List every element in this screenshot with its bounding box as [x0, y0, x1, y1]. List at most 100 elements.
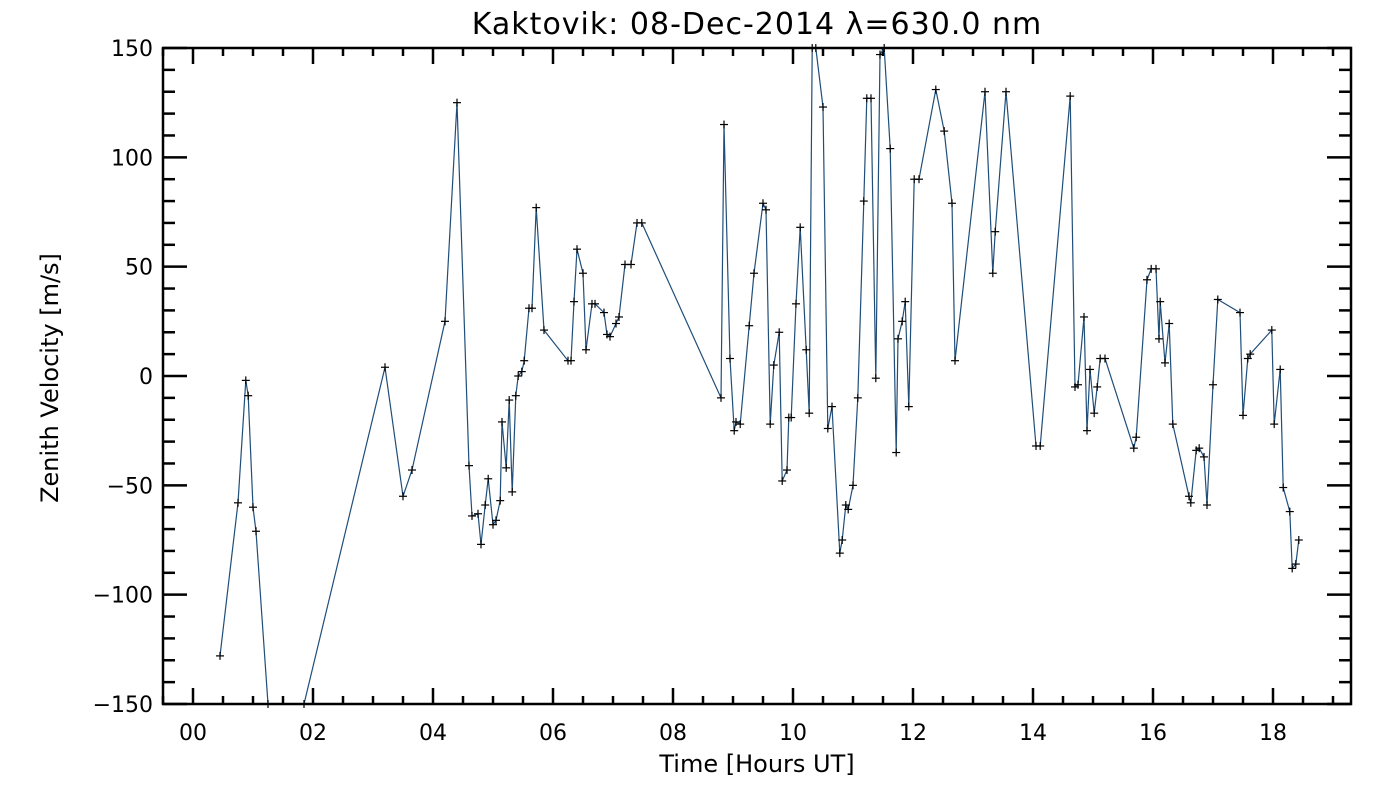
- data-point-marker: [627, 260, 635, 269]
- data-point-marker: [244, 391, 253, 400]
- data-point-marker: [792, 299, 800, 308]
- data-point-marker: [796, 223, 805, 232]
- data-point-marker: [1066, 92, 1075, 101]
- data-point-marker: [1239, 411, 1247, 420]
- data-point-marker: [904, 402, 913, 411]
- axis-ticks: 00 02 04 06 08 10 12 14 16 18 −150 −100 −50 0 50 100 150: [93, 37, 1351, 746]
- chart-title: Kaktovik: 08-Dec-2014 λ=630.0 nm: [472, 7, 1042, 42]
- data-point-marker: [1285, 507, 1294, 516]
- y-tick-label: 50: [125, 256, 153, 281]
- data-point-marker: [1152, 264, 1160, 273]
- data-point-marker: [496, 496, 505, 505]
- data-point-marker: [766, 420, 775, 429]
- data-point-marker: [252, 527, 260, 536]
- y-axis-label: Zenith Velocity [m/s]: [36, 253, 64, 503]
- data-point-marker: [1236, 308, 1244, 317]
- data-point-marker: [1276, 365, 1285, 374]
- data-point-marker: [637, 218, 646, 227]
- data-point-marker: [1209, 380, 1217, 389]
- data-point-marker: [1185, 492, 1193, 501]
- data-point-marker: [511, 391, 520, 400]
- data-point-marker: [1291, 560, 1300, 569]
- data-point-marker: [532, 203, 541, 212]
- data-point-marker: [736, 420, 745, 429]
- data-point-marker: [453, 98, 461, 107]
- data-point-marker: [1161, 358, 1169, 367]
- data-point-marker: [540, 326, 548, 335]
- data-point-marker: [844, 505, 853, 514]
- data-point-marker: [517, 367, 526, 376]
- data-point-marker: [853, 393, 862, 402]
- data-point-marker: [606, 332, 614, 341]
- data-point-marker: [1243, 354, 1252, 363]
- data-point-marker: [1101, 354, 1109, 363]
- data-point-marker: [948, 199, 956, 208]
- data-point-marker: [732, 417, 740, 426]
- data-point-marker: [805, 409, 814, 418]
- data-point-marker: [465, 461, 473, 470]
- x-tick-label: 12: [899, 721, 927, 746]
- data-point-marker: [234, 498, 242, 507]
- data-point-marker: [828, 402, 836, 411]
- data-point-marker: [508, 487, 517, 496]
- data-point-marker: [615, 312, 623, 321]
- data-point-marker: [720, 120, 728, 129]
- data-point-marker: [216, 651, 224, 660]
- data-point-marker: [730, 426, 739, 435]
- data-point-marker: [1267, 326, 1276, 335]
- data-point-marker: [528, 304, 536, 313]
- data-point-marker: [717, 393, 725, 402]
- data-point-marker: [502, 463, 511, 472]
- x-tick-label: 06: [539, 721, 567, 746]
- data-point-marker: [1165, 319, 1174, 328]
- data-point-marker: [988, 269, 997, 278]
- y-tick-label: 0: [139, 365, 153, 390]
- y-tick-label: 150: [111, 37, 153, 62]
- data-point-marker: [1086, 365, 1094, 374]
- data-point-marker: [1168, 420, 1177, 429]
- data-point-marker: [505, 396, 514, 405]
- data-point-marker: [514, 372, 523, 380]
- data-point-marker: [871, 374, 880, 383]
- data-point-marker: [249, 503, 257, 512]
- data-point-marker: [570, 297, 578, 306]
- data-point-marker: [481, 501, 490, 510]
- y-tick-label: −150: [93, 693, 153, 718]
- x-tick-label: 04: [419, 721, 447, 746]
- data-point-marker: [573, 245, 581, 254]
- data-point-marker: [1090, 409, 1099, 418]
- data-point-marker: [1270, 420, 1279, 429]
- data-point-marker: [783, 466, 791, 475]
- data-point-marker: [931, 85, 940, 94]
- data-point-marker: [1246, 350, 1255, 359]
- data-point-marker: [835, 549, 844, 558]
- x-tick-label: 10: [779, 721, 807, 746]
- x-tick-label: 18: [1259, 721, 1287, 746]
- data-point-marker: [381, 363, 389, 372]
- data-point-marker: [940, 127, 949, 136]
- data-point-marker: [769, 361, 778, 370]
- x-tick-label: 16: [1139, 721, 1167, 746]
- data-point-marker: [489, 520, 497, 529]
- data-point-marker: [841, 501, 850, 510]
- data-point-marker: [915, 175, 923, 184]
- data-point-marker: [778, 476, 787, 485]
- data-point-marker: [441, 317, 449, 326]
- data-point-marker: [1083, 426, 1091, 435]
- data-point-marker: [1156, 297, 1165, 306]
- y-tick-label: 100: [111, 146, 153, 171]
- data-point-marker: [591, 299, 599, 308]
- data-point-marker: [567, 356, 575, 365]
- data-point-marker: [775, 328, 784, 337]
- data-point-marker: [520, 356, 529, 365]
- data-point-marker: [1213, 295, 1222, 304]
- data-point-marker: [867, 94, 875, 103]
- data-point-marker: [819, 103, 827, 112]
- data-point-marker: [901, 297, 910, 306]
- data-point-marker: [849, 481, 857, 490]
- data-point-marker: [981, 87, 989, 96]
- data-point-marker: [477, 540, 485, 549]
- data-point-marker: [579, 269, 587, 278]
